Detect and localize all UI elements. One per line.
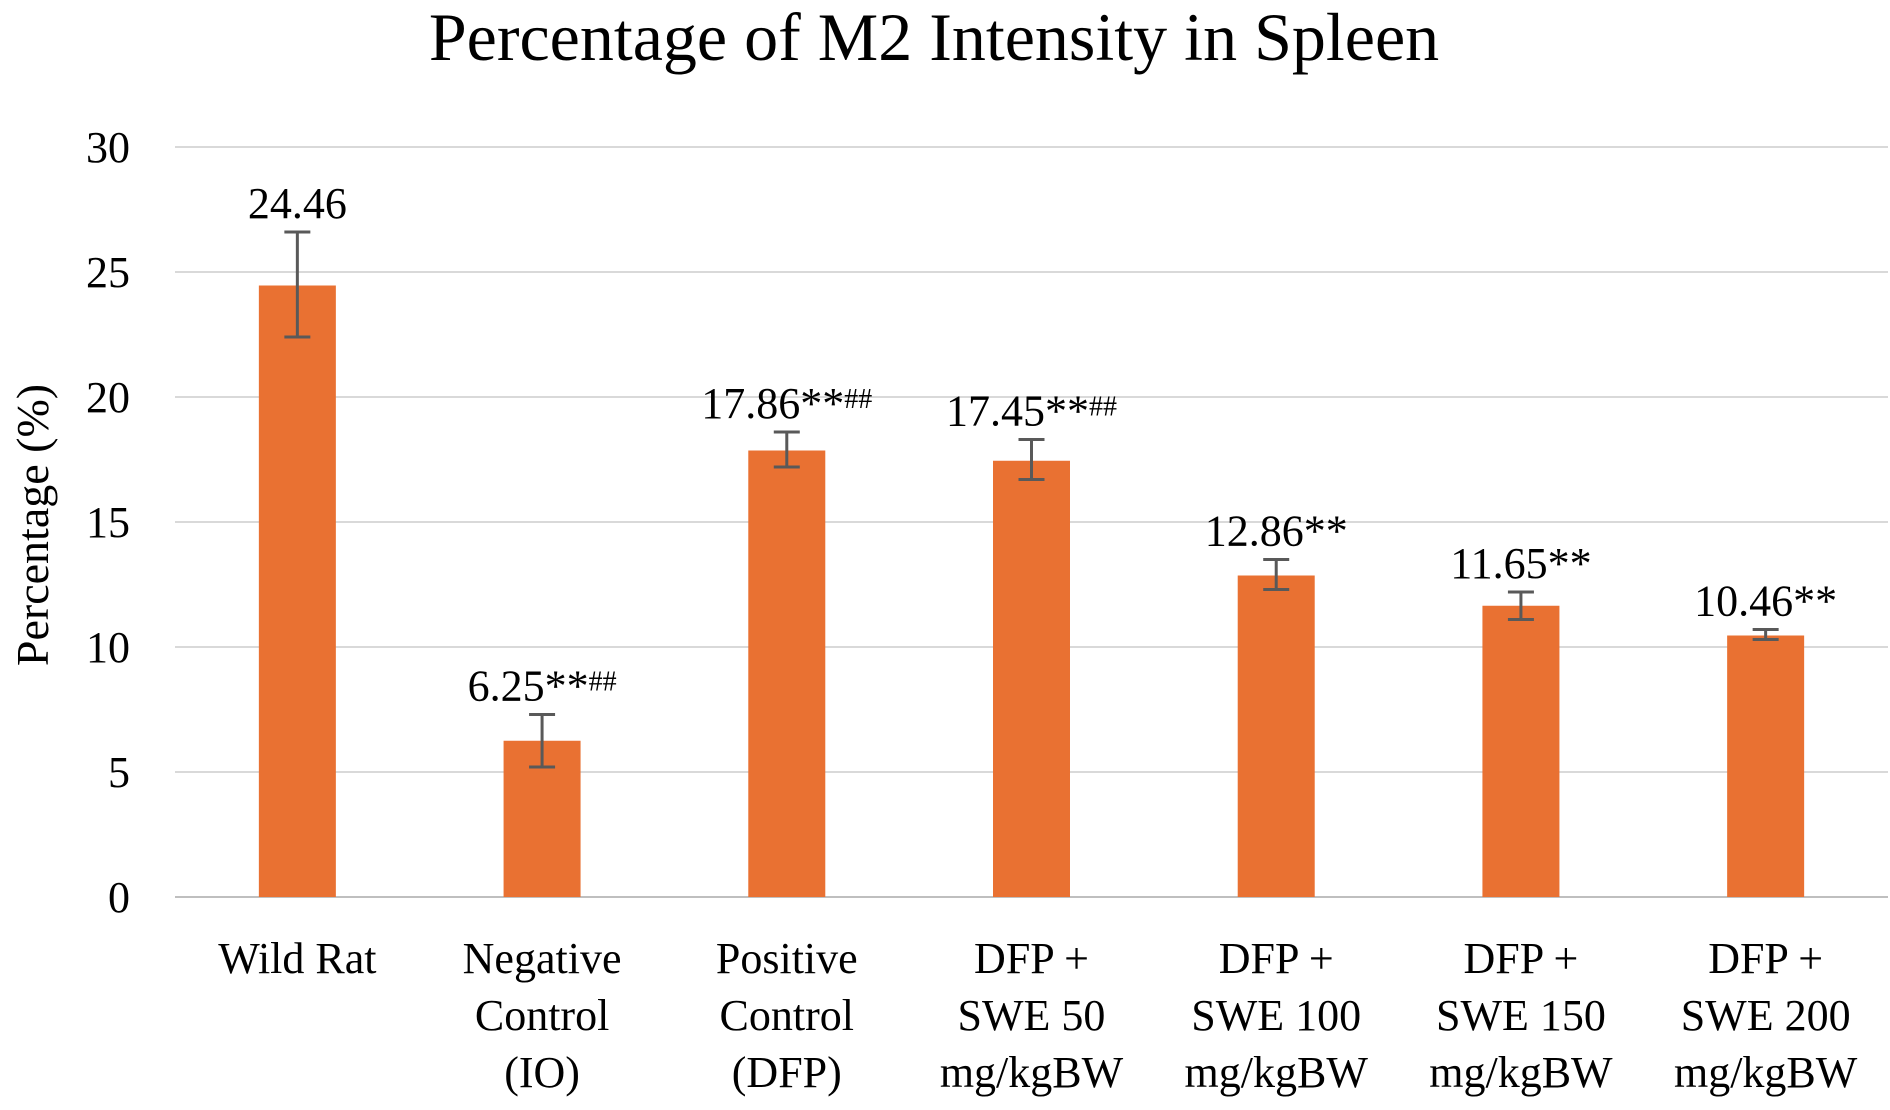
x-tick-label: Wild Rat [218,934,376,983]
data-label: 10.46** [1694,577,1837,626]
bar [1237,575,1315,897]
error-bar [1507,590,1534,621]
error-bar [284,230,311,339]
bars [258,285,1805,897]
y-tick-label: 25 [86,248,130,297]
x-tick-label: DFP + SWE 100 mg/kgBW [1185,934,1369,1097]
y-tick-label: 0 [108,873,130,922]
bar [1727,635,1805,897]
bar [1482,605,1560,897]
y-tick-labels: 0 5 10 15 20 25 30 [86,123,130,922]
x-tick-label: Negative Control (IO) [463,934,622,1097]
y-tick-label: 5 [108,748,130,797]
y-tick-label: 15 [86,498,130,547]
y-tick-label: 20 [86,373,130,422]
error-bar [773,430,800,469]
x-tick-label: DFP + SWE 150 mg/kgBW [1429,934,1613,1097]
y-tick-label: 10 [86,623,130,672]
bar [993,460,1070,897]
error-bar [1018,438,1045,481]
data-label: 17.45**## [946,387,1117,436]
x-tick-label: DFP + SWE 50 mg/kgBW [940,934,1124,1097]
data-labels: 24.46 6.25**## 17.86**## 17.45**## 12.86** 11… [248,179,1837,711]
error-bar [529,713,556,769]
data-label: 12.86** [1205,507,1348,556]
y-tick-label: 30 [86,123,130,172]
error-bar [1263,558,1290,591]
data-label: 11.65** [1450,539,1591,588]
data-label: 24.46 [248,179,347,228]
data-label: 6.25**## [468,662,617,711]
data-label: 17.86**## [701,379,872,428]
bar [258,285,336,897]
x-tick-label: DFP + SWE 200 mg/kgBW [1674,934,1858,1097]
bar [748,450,826,897]
x-tick-label: Positive Control (DFP) [716,934,858,1097]
x-tick-labels: Wild Rat Negative Control (IO) Positive Contr… [218,934,1858,1097]
y-axis-label: Percentage (%) [7,384,58,666]
chart-title: Percentage of M2 Intensity in Spleen [429,0,1439,75]
error-bars [284,230,1779,769]
error-bar [1752,628,1779,641]
